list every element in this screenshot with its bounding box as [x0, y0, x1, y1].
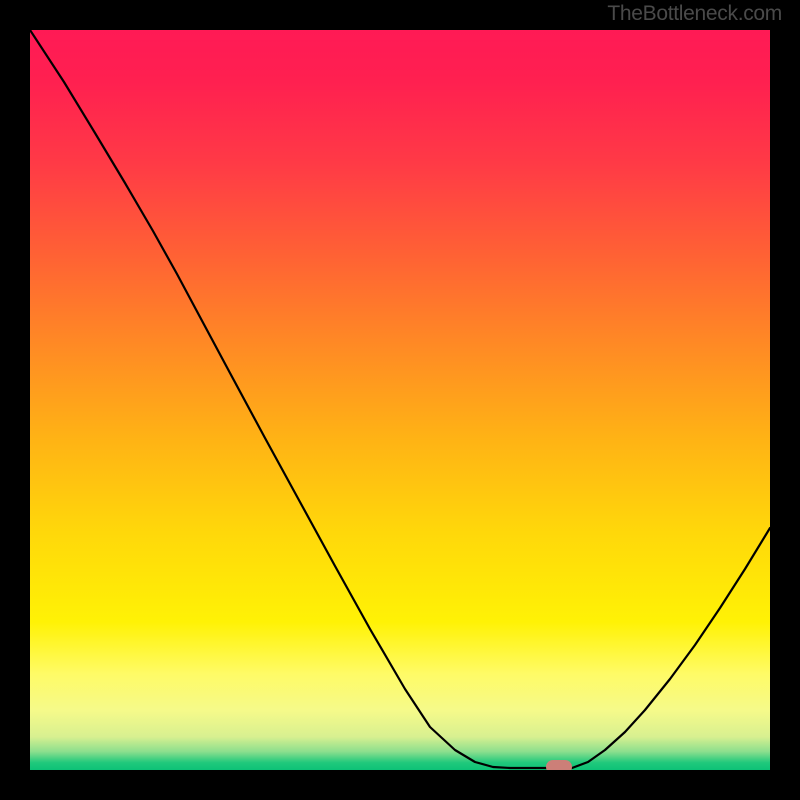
watermark-text: TheBottleneck.com [607, 2, 782, 26]
plot-area [30, 30, 770, 770]
chart-container: TheBottleneck.com [0, 0, 800, 800]
plot-background [30, 30, 770, 770]
plot-svg [30, 30, 770, 770]
optimal-marker [546, 760, 572, 770]
